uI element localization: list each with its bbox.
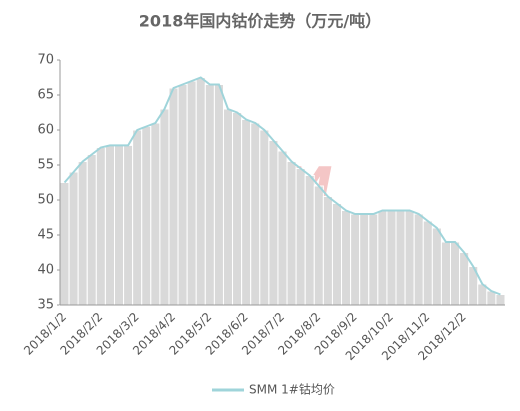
bar — [368, 213, 379, 306]
bar — [341, 210, 352, 306]
bar — [104, 144, 115, 306]
bar — [386, 210, 397, 306]
bar — [186, 80, 197, 306]
bar — [322, 196, 333, 306]
bar — [313, 185, 324, 306]
legend-label: SMM 1#钴均价 — [249, 382, 335, 397]
bar — [204, 84, 215, 306]
y-tick-label: 40 — [37, 263, 54, 278]
y-tick-label: 35 — [37, 298, 54, 313]
bar — [422, 220, 433, 306]
bar — [450, 241, 461, 306]
bar — [95, 147, 106, 306]
y-tick-label: 45 — [37, 228, 54, 243]
bar — [77, 161, 88, 306]
bar — [232, 112, 243, 306]
bar — [259, 129, 270, 306]
bar — [350, 213, 361, 306]
bar — [86, 154, 97, 306]
bar — [304, 175, 315, 306]
bar — [68, 171, 79, 306]
bar — [459, 252, 470, 306]
bar — [268, 140, 279, 306]
bar — [132, 129, 143, 306]
bar — [213, 84, 224, 306]
bar — [377, 210, 388, 306]
bar — [395, 210, 406, 306]
bar — [286, 161, 297, 306]
bar — [113, 144, 125, 306]
bar — [222, 108, 234, 306]
bar — [150, 122, 161, 306]
bar — [159, 108, 170, 306]
bar — [177, 84, 188, 306]
y-tick-label: 55 — [37, 158, 54, 173]
bar — [495, 294, 506, 306]
bar — [295, 168, 306, 306]
bar — [123, 144, 134, 306]
line — [63, 76, 501, 296]
bar — [440, 241, 452, 306]
bar — [413, 213, 424, 306]
bar — [168, 87, 179, 306]
y-tick-label: 50 — [37, 193, 54, 208]
bar — [331, 203, 343, 306]
y-tick-label: 65 — [37, 88, 54, 103]
y-tick-label: 60 — [37, 123, 54, 138]
bar — [277, 150, 288, 306]
chart-title: 2018年国内钴价走势（万元/吨） — [139, 12, 381, 31]
bar — [431, 227, 442, 306]
bar — [59, 182, 70, 306]
bar — [195, 77, 206, 306]
y-tick-label: 70 — [37, 53, 54, 68]
bar — [241, 119, 252, 306]
bar — [250, 122, 261, 306]
bar — [404, 210, 415, 306]
bar — [359, 213, 370, 306]
bar — [141, 126, 152, 306]
